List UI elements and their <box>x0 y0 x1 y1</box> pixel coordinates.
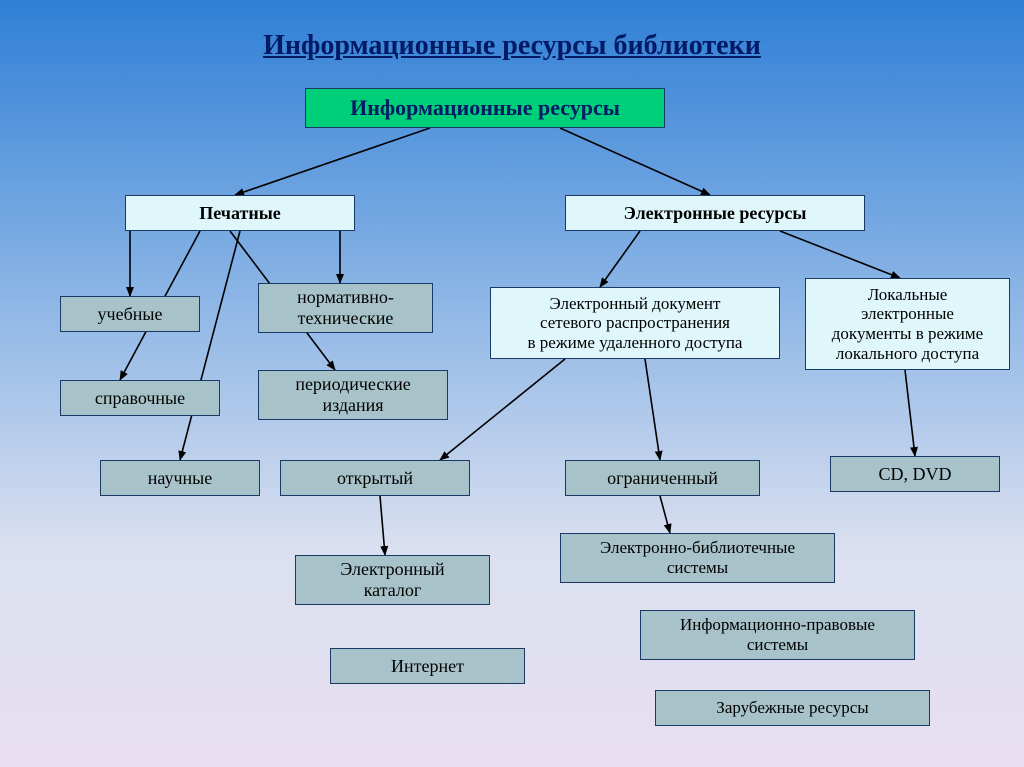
node-ebs: Электронно-библиотечныесистемы <box>560 533 835 583</box>
node-edu: учебные <box>60 296 200 332</box>
node-legal: Информационно-правовыесистемы <box>640 610 915 660</box>
node-internet: Интернет <box>330 648 525 684</box>
node-ecatalog: Электронныйкаталог <box>295 555 490 605</box>
node-open: открытый <box>280 460 470 496</box>
node-print: Печатные <box>125 195 355 231</box>
diagram-stage: Информационные ресурсы библиотеки Информ… <box>0 0 1024 767</box>
diagram-title: Информационные ресурсы библиотеки <box>185 30 839 62</box>
node-period: периодическиеиздания <box>258 370 448 420</box>
node-netdoc: Электронный документсетевого распростран… <box>490 287 780 359</box>
node-foreign: Зарубежные ресурсы <box>655 690 930 726</box>
node-cddvd: CD, DVD <box>830 456 1000 492</box>
node-localdoc: Локальныеэлектронныедокументы в режимело… <box>805 278 1010 370</box>
node-root: Информационные ресурсы <box>305 88 665 128</box>
node-norm: нормативно-технические <box>258 283 433 333</box>
node-elec: Электронные ресурсы <box>565 195 865 231</box>
node-sci: научные <box>100 460 260 496</box>
node-ref: справочные <box>60 380 220 416</box>
node-limited: ограниченный <box>565 460 760 496</box>
